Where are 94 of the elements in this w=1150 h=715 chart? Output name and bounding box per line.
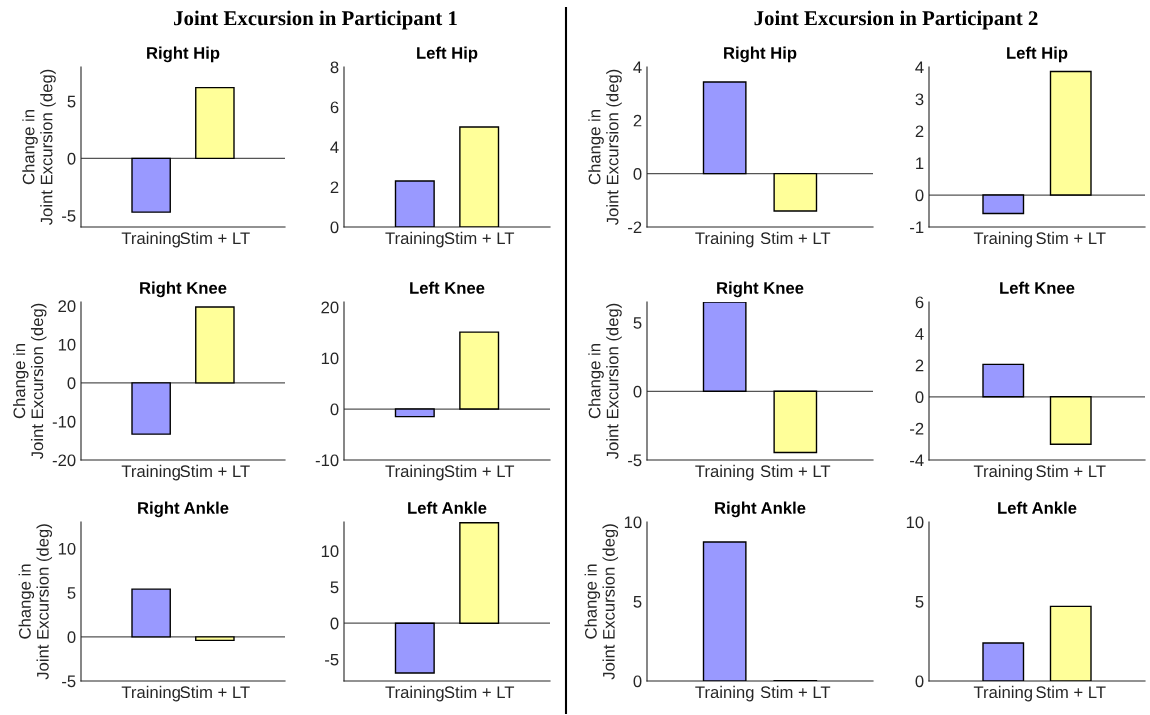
y-axis-title: Change in Joint Excursion (deg) [588,69,622,226]
y-tick-label: -20 [52,454,76,467]
text: Joint Excursion in Participant 2 [754,10,1038,30]
y-tick-label: 3 [915,93,924,106]
y-tick-label: 10 [321,545,339,558]
text: Joint Excursion in Participant 1 [174,10,457,30]
y-tick-label: 2 [915,125,924,138]
x-tick-label: Stim + LT [1036,231,1106,245]
y-tick-label: 10 [906,516,924,529]
y-tick-label: 20 [321,301,339,314]
x-tick-label: Stim + LT [760,685,831,699]
y-tick-label: 6 [915,296,924,309]
y-axis-title: Change in Joint Excursion (deg) [584,524,619,680]
x-tick-label: Training [121,464,180,481]
chart-title: Left Knee [1000,281,1075,294]
x-tick-label: Stim + LT [760,231,831,245]
y-tick-label: 0 [67,152,76,165]
y-tick-label: 10 [624,516,642,529]
y-tick-label: 2 [915,359,924,372]
chart-title: Left Ankle [408,501,487,514]
y-axis-title: Change in Joint Excursion (deg) [18,524,53,680]
chart-title: Right Hip [147,46,220,63]
y-tick-label: 0 [633,168,642,180]
x-tick-label: Training [121,685,180,702]
x-tick-label: Stim + LT [1036,464,1106,478]
y-tick-label: 10 [321,352,339,365]
x-tick-label: Training [973,231,1032,248]
y-tick-label: -10 [315,454,339,467]
y-tick-label: -5 [62,675,76,688]
y-tick-label: 0 [330,221,339,234]
y-tick-label: -5 [325,653,339,666]
y-tick-label: 2 [330,181,339,194]
y-tick-label: 8 [330,61,339,74]
y-axis-title: Change in Joint Excursion (deg) [588,303,622,460]
x-tick-label: Training [385,231,444,248]
y-tick-label: 0 [330,617,339,630]
y-tick-label: 0 [915,189,924,202]
x-tick-label: Stim + LT [444,685,515,699]
chart-title: Right Ankle [138,501,229,518]
y-tick-label: -10 [52,415,76,428]
x-tick-label: Training [973,464,1032,481]
chart-title: Right Knee [717,281,804,298]
chart-title: Left Ankle [998,501,1077,514]
y-tick-label: -2 [910,422,924,435]
y-tick-label: 4 [915,328,924,340]
chart-title: Left Knee [410,281,485,294]
y-tick-label: 10 [58,338,76,351]
y-tick-label: 10 [58,542,76,555]
y-axis-title: Change in Joint Excursion (deg) [13,303,47,460]
y-tick-label: -2 [628,221,642,234]
y-tick-label: 20 [58,300,76,313]
y-tick-label: 0 [67,377,76,390]
x-tick-label: Training [695,231,754,248]
y-tick-label: 6 [330,101,339,114]
x-tick-label: Stim + LT [180,231,250,245]
x-tick-label: Training [695,464,754,481]
y-tick-label: 5 [633,317,642,329]
chart-title: Right Hip [724,46,797,63]
y-tick-label: 4 [633,61,642,74]
x-tick-label: Training [121,231,180,248]
y-tick-label: 5 [330,581,339,594]
y-tick-label: 0 [915,675,924,688]
y-tick-label: -5 [628,454,642,467]
y-tick-label: -5 [62,210,76,222]
y-tick-label: 5 [633,596,642,608]
x-tick-label: Stim + LT [760,464,831,478]
chart-title: Left Hip [417,46,478,63]
y-tick-label: 5 [67,587,76,599]
y-tick-label: -4 [910,454,924,467]
y-tick-label: 4 [915,61,924,74]
chart-title: Right Ankle [715,501,806,518]
y-tick-label: 0 [633,385,642,398]
x-tick-label: Training [385,464,444,481]
y-tick-label: -1 [910,221,924,234]
x-tick-label: Stim + LT [444,464,515,478]
chart-title: Left Hip [1007,46,1068,63]
x-tick-label: Training [385,685,444,702]
y-tick-label: 5 [67,95,76,108]
x-tick-label: Stim + LT [180,464,250,478]
y-tick-label: 1 [916,157,924,170]
y-axis-title: Change in Joint Excursion (deg) [22,69,56,226]
x-tick-label: Training [695,685,754,702]
y-tick-label: 5 [915,596,924,608]
y-tick-label: 0 [633,675,642,688]
y-tick-label: 2 [633,114,642,127]
y-tick-label: 0 [330,403,339,416]
chart-title: Right Knee [140,281,227,298]
x-tick-label: Stim + LT [1036,685,1106,699]
y-tick-label: 4 [330,141,339,154]
y-tick-label: 0 [67,631,76,644]
x-tick-label: Stim + LT [180,685,250,699]
y-tick-label: 0 [915,391,924,403]
x-tick-label: Stim + LT [444,231,515,245]
x-tick-label: Training [973,685,1032,702]
